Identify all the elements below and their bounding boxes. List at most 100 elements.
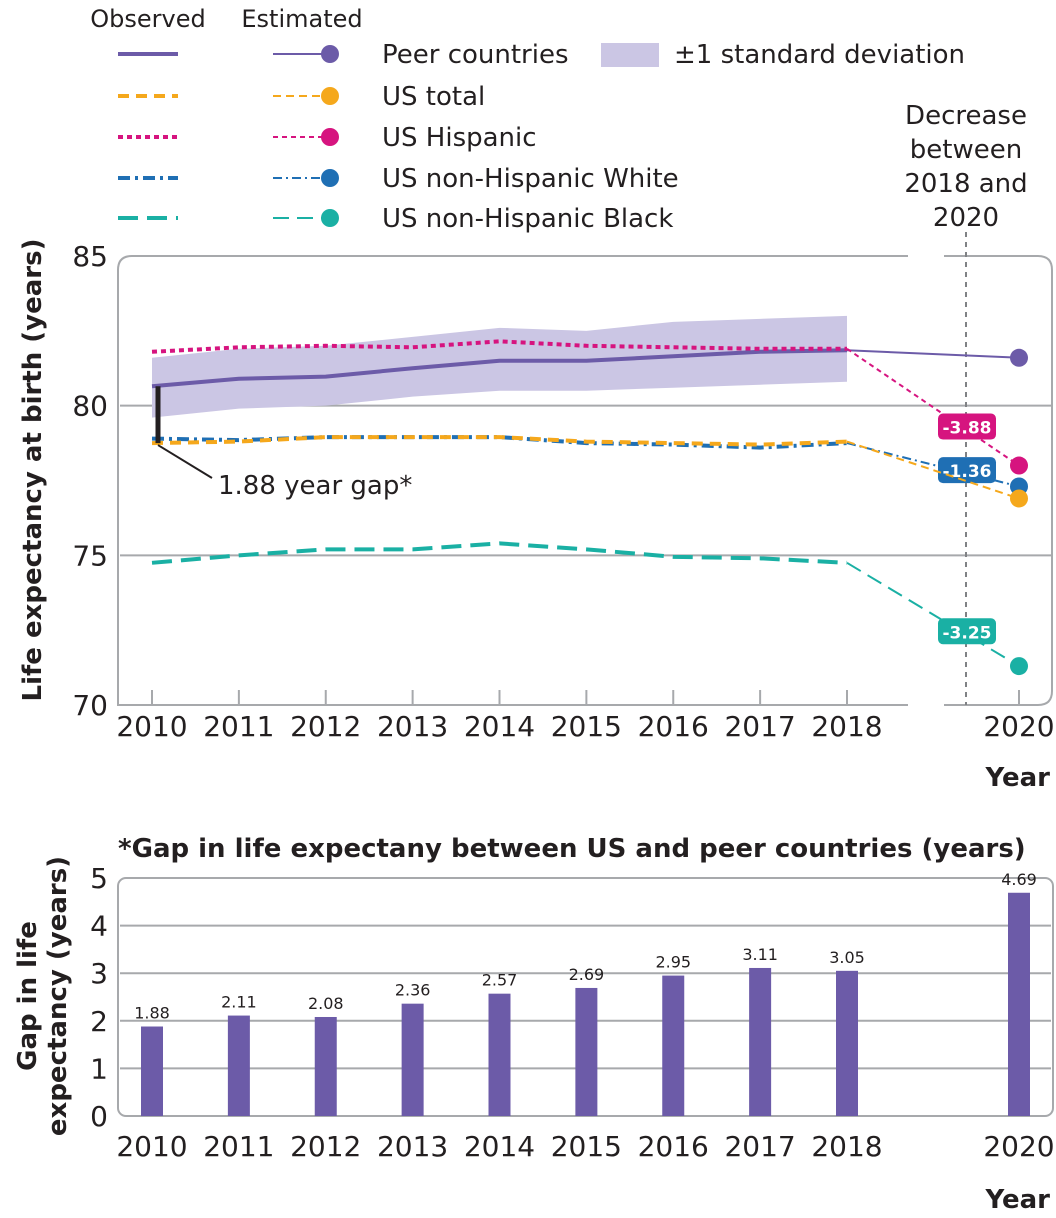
top-y-tick-80: 80 (72, 390, 108, 423)
decrease-header-line-1: Decrease (905, 101, 1027, 131)
decrease-label-white: -1.36 (943, 462, 992, 482)
decrease-header-line-3: 2018 and (904, 169, 1027, 199)
bar-x-tick-2015: 2015 (551, 1130, 622, 1163)
top-x-tick-2010: 2010 (116, 710, 187, 743)
bar-value-label-2017: 3.11 (742, 945, 778, 964)
observed-line-total (151, 435, 848, 447)
bar-value-label-2011: 2.11 (221, 993, 257, 1012)
bar-y-tick-3: 3 (90, 957, 108, 990)
bar-value-label-2018: 3.05 (829, 948, 865, 967)
bar-x-tick-2010: 2010 (116, 1130, 187, 1163)
bar-y-tick-1: 1 (90, 1052, 108, 1085)
top-x-tick-2017: 2017 (724, 710, 795, 743)
bar-value-label-2016: 2.95 (655, 953, 691, 972)
legend-estimated-header: Estimated (241, 5, 362, 33)
top-x-tick-2020: 2020 (983, 710, 1054, 743)
legend-sd-label: ±1 standard deviation (674, 40, 965, 70)
bar-value-label-2012: 2.08 (308, 994, 344, 1013)
observed-line-white (151, 435, 848, 450)
bar-2018 (836, 970, 858, 1116)
bar-x-tick-2013: 2013 (377, 1130, 448, 1163)
bar-x-tick-2020: 2020 (983, 1130, 1054, 1163)
bar-2010 (141, 1026, 163, 1116)
top-x-tick-2011: 2011 (203, 710, 274, 743)
top-plot-frame (117, 232, 1053, 706)
decrease-header-line-2: between (910, 135, 1022, 165)
bar-2015 (575, 987, 598, 1116)
legend-label-white: US non-Hispanic White (382, 164, 679, 194)
decrease-badge-bg-black (938, 618, 996, 645)
top-y-axis-label: Life expectancy at birth (years) (18, 239, 48, 702)
bar-value-label-2015: 2.69 (569, 965, 605, 984)
bar-x-tick-2014: 2014 (464, 1130, 535, 1163)
estimated-line-hispanic (846, 347, 1020, 467)
decrease-header-line-4: 2020 (933, 203, 999, 233)
observed-line-peer (151, 348, 848, 389)
top-x-tick-2018: 2018 (811, 710, 882, 743)
bar-x-tick-2012: 2012 (290, 1130, 361, 1163)
bar-2011 (227, 1015, 250, 1116)
sd-band (152, 315, 847, 418)
legend-sd-swatch (601, 43, 659, 67)
top-x-tick-2014: 2014 (464, 710, 535, 743)
bar-chart-title: *Gap in life expectany between US and pe… (118, 834, 1026, 864)
estimated-line-peer (846, 349, 1020, 359)
top-x-axis-label: Year (985, 763, 1051, 793)
bar-y-tick-4: 4 (90, 910, 108, 943)
bar-2012 (314, 1016, 337, 1116)
top-frame-right (944, 255, 1053, 706)
top-y-tick-75: 75 (72, 539, 108, 572)
estimated-point-hispanic (1010, 456, 1028, 475)
legend-marker-black (321, 209, 339, 227)
bar-x-tick-2018: 2018 (811, 1130, 882, 1163)
series-lines: -3.88 -1.36 -3.25 (151, 339, 1028, 676)
decrease-badge-bg-hispanic (938, 413, 996, 440)
bar-y-axis-label-line-2: expectancy (years) (43, 856, 73, 1136)
estimated-point-total (1010, 489, 1028, 508)
bar-value-label-2010: 1.88 (134, 1004, 170, 1023)
legend-observed-header: Observed (90, 5, 205, 33)
bar-2014 (488, 993, 511, 1116)
top-x-tick-2016: 2016 (638, 710, 709, 743)
bar-y-tick-2: 2 (90, 1005, 108, 1038)
life-expectancy-chart: -3.88 -1.36 -3.25 1.88 year gap* 70 75 80 85 2… (18, 232, 1055, 793)
top-x-tick-2015: 2015 (551, 710, 622, 743)
top-x-tick-2013: 2013 (377, 710, 448, 743)
bar-2017 (749, 967, 772, 1116)
top-y-tick-70: 70 (72, 689, 108, 722)
gap-bar-chart: *Gap in life expectany between US and pe… (13, 834, 1055, 1215)
bar-value-label-2014: 2.57 (482, 971, 518, 990)
legend-marker-white (321, 169, 339, 187)
observed-line-black (151, 541, 848, 565)
legend-rows: Peer countries US total US Hispanic US non-… (118, 40, 679, 234)
bar-value-label-2020: 4.69 (1001, 870, 1037, 889)
bar-y-tick-0: 0 (90, 1100, 108, 1133)
top-x-tick-2012: 2012 (290, 710, 361, 743)
estimated-point-black (1010, 657, 1028, 676)
legend-label-total: US total (382, 82, 485, 112)
decrease-header: Decrease between 2018 and 2020 (904, 101, 1027, 233)
decrease-badge-white: -1.36 (938, 457, 996, 484)
legend-marker-peer (321, 45, 339, 63)
legend-label-hispanic: US Hispanic (382, 123, 537, 153)
legend-label-black: US non-Hispanic Black (382, 204, 673, 234)
decrease-badge-black: -3.25 (938, 618, 996, 645)
sd-band-layer (152, 315, 847, 418)
top-frame-left (117, 255, 908, 706)
bar-x-tick-2017: 2017 (724, 1130, 795, 1163)
legend: Observed Estimated Peer countries US tota… (90, 5, 965, 234)
bar-value-label-2013: 2.36 (395, 981, 431, 1000)
gap-annotation-label: 1.88 year gap* (218, 471, 412, 501)
legend-marker-hispanic (321, 128, 339, 146)
top-y-tick-85: 85 (72, 240, 108, 273)
decrease-label-black: -3.25 (943, 623, 992, 643)
bar-2016 (662, 975, 685, 1116)
top-axis-ticks: 70 75 80 85 2010 2011 2012 2013 2014 2015 2016 2017… (72, 240, 1054, 743)
legend-label-peer: Peer countries (382, 40, 569, 70)
bar-x-tick-2011: 2011 (203, 1130, 274, 1163)
gap-annotation: 1.88 year gap* (155, 386, 412, 501)
observed-line-hispanic (151, 339, 847, 354)
legend-marker-total (321, 87, 339, 105)
bar-y-tick-5: 5 (90, 862, 108, 895)
